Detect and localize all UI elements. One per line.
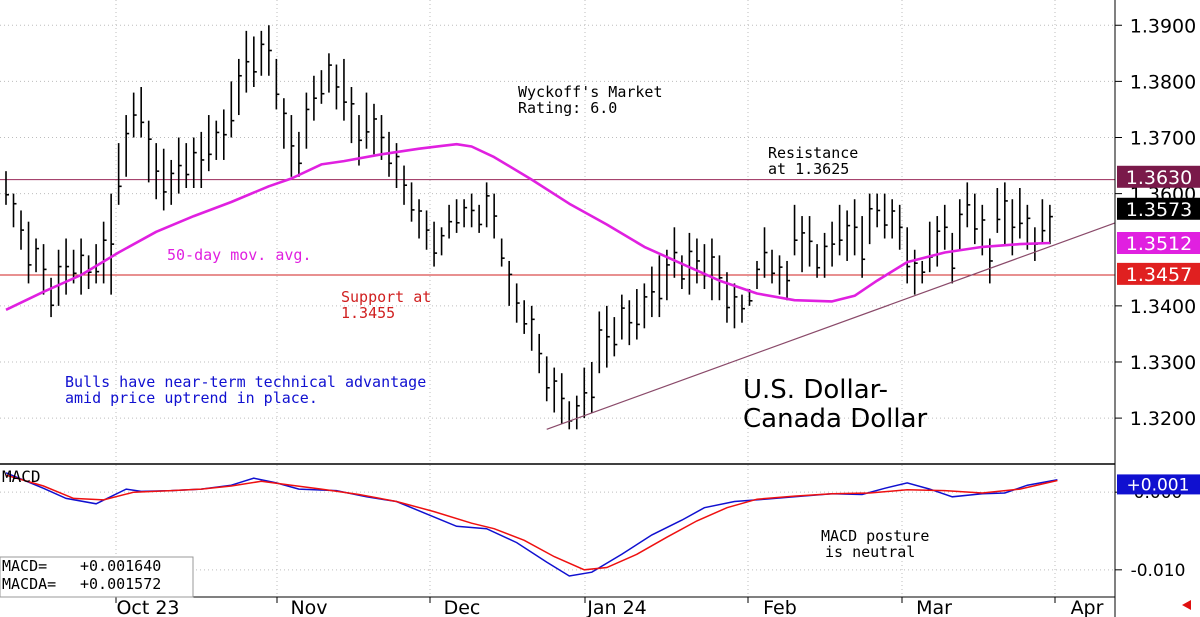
price-tag-label: 1.3512 [1126,233,1192,255]
x-tick-label: Apr [1071,597,1104,617]
macd-readout-value: +0.001640 [80,557,161,575]
support-annotation: Support at [341,288,431,306]
macd-price-tag [1117,474,1200,495]
price-tag-label: 1.3573 [1126,199,1192,221]
price-tag [1117,232,1200,255]
bulls-annotation: Bulls have near-term technical advantage [65,373,426,391]
wyckoff-rating: Rating: 6.0 [518,99,617,117]
wyckoff-rating: Wyckoff's Market [518,83,663,101]
scroll-arrow-icon[interactable] [1182,600,1191,610]
y-tick-label: 1.3400 [1130,296,1196,318]
macd-title: MACD [2,467,41,486]
price-tag-label: 1.3457 [1126,264,1192,286]
time-axis: Oct 23 Nov Dec Jan 24 Feb Mar Apr [115,597,1104,617]
x-tick-label: Dec [444,597,481,617]
macd-tick-label: -0.010 [1131,561,1186,581]
support-annotation: 1.3455 [341,304,395,322]
y-tick-label: 1.3900 [1130,15,1196,37]
price-tag [1117,165,1200,188]
moving-average-line [5,142,1050,311]
macd-series-macda [5,474,1058,571]
x-tick-label: Jan 24 [586,597,647,617]
macd-annotation: is neutral [825,543,915,561]
price-tag [1117,262,1200,285]
x-tick-label: Nov [290,597,327,617]
chart-title: U.S. Dollar- [743,375,888,405]
price-tag-label: 1.3630 [1126,167,1192,189]
macd-price-tag-label: +0.001 [1127,475,1190,495]
uptrend-line [546,222,1116,430]
price-bars [5,25,1053,430]
resistance-annotation: at 1.3625 [768,160,849,178]
y-tick-label: 1.3200 [1130,408,1196,430]
resistance-annotation: Resistance [768,144,858,162]
macd-readout-label: MACDA= [2,575,56,593]
moving-average [5,142,1050,311]
x-tick-label: Feb [763,597,797,617]
ma-label: 50-day mov. avg. [167,246,312,264]
macd-readout-label: MACD= [2,557,47,575]
trendline [546,222,1116,430]
x-tick-label: Oct 23 [116,597,179,617]
chart-title: Canada Dollar [743,404,928,434]
macd-readout-box [0,556,194,598]
macd-panel: 0.000-0.010+0.001MACDMACD=+0.001640MACDA… [0,467,1200,598]
x-tick-label: Mar [916,597,952,617]
price-axis: 1.39001.38001.37001.36001.34001.33001.32… [1115,15,1200,430]
macd-annotation: MACD posture [821,527,929,545]
y-tick-label: 1.3300 [1130,352,1196,374]
y-tick-label: 1.3700 [1130,127,1196,149]
bulls-annotation: amid price uptrend in place. [65,389,318,407]
price-tag [1117,197,1200,220]
macd-readout-value: +0.001572 [80,575,161,593]
y-tick-label: 1.3800 [1130,71,1196,93]
